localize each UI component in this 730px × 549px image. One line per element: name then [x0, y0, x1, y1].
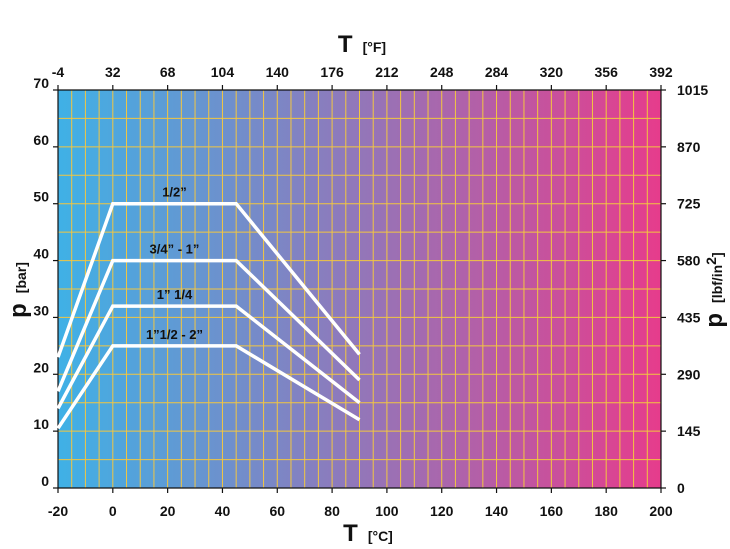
tick-labels: -20 0 20 40 60 80 100 120 140 160 180 200-4 32 68 104 1…: [33, 64, 708, 519]
series-lines: [56, 201, 361, 430]
x-top-tick-label: -4: [52, 64, 65, 80]
x-top-tick-label: 392: [649, 64, 673, 80]
x-bottom-axis-title: T [°C]: [343, 520, 393, 547]
x-bottom-tick-label: 0: [109, 503, 117, 519]
x-bottom-tick-label: 180: [595, 503, 619, 519]
x-top-tick-label: 176: [320, 64, 344, 80]
x-top-tick-label: 104: [211, 64, 235, 80]
y-right-tick-label: 435: [677, 309, 701, 325]
x-top-tick-label: 68: [160, 64, 176, 80]
y-right-tick-label: 0: [677, 480, 685, 496]
axes: [53, 85, 666, 493]
x-bottom-tick-label: 20: [160, 503, 176, 519]
series-labels: 1/2” 3/4” - 1” 1” 1/4 1”1/2 - 2”: [146, 185, 203, 342]
y-right-tick-label: 725: [677, 196, 701, 212]
x-bottom-tick-label: 60: [269, 503, 285, 519]
y-right-tick-label: 290: [677, 366, 701, 382]
y-right-axis-title: p [lbf/in2]: [701, 252, 728, 327]
x-bottom-tick-label: 160: [540, 503, 564, 519]
x-top-tick-label: 356: [595, 64, 619, 80]
x-bottom-tick-label: -20: [48, 503, 68, 519]
series-line-1: [56, 258, 361, 392]
series-label-3: 1”1/2 - 2”: [146, 327, 203, 342]
y-left-tick-label: 40: [33, 246, 49, 262]
x-bottom-tick-label: 100: [375, 503, 399, 519]
series-label-0: 1/2”: [162, 185, 187, 200]
series-line-2: [56, 304, 361, 410]
x-top-tick-label: 140: [266, 64, 290, 80]
x-top-tick-label: 32: [105, 64, 121, 80]
y-left-tick-label: 0: [41, 473, 49, 489]
x-top-tick-label: 248: [430, 64, 454, 80]
y-left-tick-label: 70: [33, 75, 49, 91]
y-left-tick-label: 20: [33, 359, 49, 375]
y-left-tick-label: 10: [33, 416, 49, 432]
y-right-tick-label: 580: [677, 253, 701, 269]
x-top-tick-label: 320: [540, 64, 564, 80]
y-right-tick-label: 1015: [677, 82, 708, 98]
x-top-axis-title: T [°F]: [338, 31, 386, 58]
x-bottom-tick-label: 140: [485, 503, 509, 519]
x-bottom-tick-label: 200: [649, 503, 673, 519]
series-line-3: [56, 344, 361, 430]
y-right-tick-label: 145: [677, 423, 701, 439]
y-left-tick-label: 60: [33, 132, 49, 148]
x-top-tick-label: 284: [485, 64, 509, 80]
x-top-tick-label: 212: [375, 64, 399, 80]
y-left-tick-label: 30: [33, 302, 49, 318]
y-left-tick-label: 50: [33, 189, 49, 205]
y-right-tick-label: 870: [677, 139, 701, 155]
x-bottom-tick-label: 80: [324, 503, 340, 519]
y-left-axis-title: p [bar]: [5, 262, 32, 318]
series-label-2: 1” 1/4: [157, 287, 193, 302]
x-bottom-tick-label: 120: [430, 503, 454, 519]
series-label-1: 3/4” - 1”: [150, 242, 200, 257]
grid: [57, 89, 662, 489]
x-bottom-tick-label: 40: [215, 503, 231, 519]
series-line-0: [56, 201, 361, 358]
